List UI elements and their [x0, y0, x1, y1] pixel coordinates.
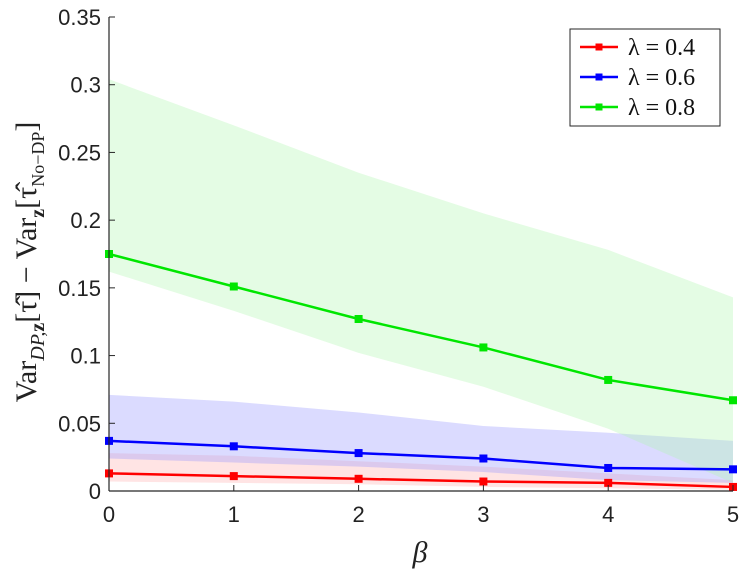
x-tick-label: 3: [477, 502, 489, 527]
marker-series-1-2: [354, 474, 363, 483]
legend-label: λ = 0.4: [628, 35, 695, 61]
y-tick-label: 0.2: [70, 208, 101, 233]
y-tick-label: 0.15: [58, 276, 101, 301]
band-series-3: [109, 79, 733, 483]
y-tick-label: 0: [89, 479, 101, 504]
x-ticks: 0 1 2 3 4 5: [103, 485, 739, 527]
marker-series-3-5: [729, 396, 737, 405]
y-ticks: 0 0.05 0.1 0.15 0.2 0.25 0.3 0.35: [58, 5, 115, 504]
legend-label: λ = 0.8: [628, 95, 695, 121]
confidence-bands: [109, 79, 733, 490]
legend-swatch-marker: [595, 73, 603, 81]
marker-series-1-1: [229, 472, 238, 481]
y-tick-label: 0.05: [58, 411, 101, 436]
marker-series-3-4: [604, 375, 613, 384]
marker-series-1-3: [479, 477, 488, 486]
y-tick-label: 0.35: [58, 5, 101, 30]
y-tick-label: 0.1: [70, 344, 101, 369]
marker-series-2-5: [729, 465, 737, 474]
marker-series-2-1: [229, 442, 238, 451]
x-tick-label: 0: [103, 502, 115, 527]
x-tick-label: 2: [352, 502, 364, 527]
marker-series-2-2: [354, 449, 363, 458]
series-lines: [105, 250, 737, 491]
x-tick-label: 1: [228, 502, 240, 527]
band-series-2: [109, 394, 733, 483]
line-series-3: [108, 252, 734, 402]
legend-swatch-marker: [595, 103, 603, 111]
y-axis-title: VarDP,z[τ̂] − Varz[τ̂No−DP]: [10, 122, 49, 403]
x-tick-label: 4: [602, 502, 614, 527]
legend-swatch-marker: [595, 43, 603, 51]
axes: [108, 17, 733, 492]
marker-series-2-3: [479, 454, 488, 463]
marker-series-3-2: [354, 315, 363, 324]
legend: λ = 0.4 λ = 0.6 λ = 0.8: [569, 28, 721, 127]
y-tick-label: 0.3: [70, 73, 101, 98]
x-axis-title: β: [412, 536, 428, 569]
x-tick-label: 5: [727, 502, 739, 527]
marker-series-2-4: [604, 463, 613, 472]
marker-series-3-1: [229, 282, 238, 291]
band-series-1: [109, 453, 733, 490]
legend-label: λ = 0.6: [628, 65, 695, 91]
marker-series-3-3: [479, 343, 488, 352]
line-series-2: [108, 439, 734, 471]
line-series-1: [108, 472, 734, 489]
y-tick-label: 0.25: [58, 140, 101, 165]
